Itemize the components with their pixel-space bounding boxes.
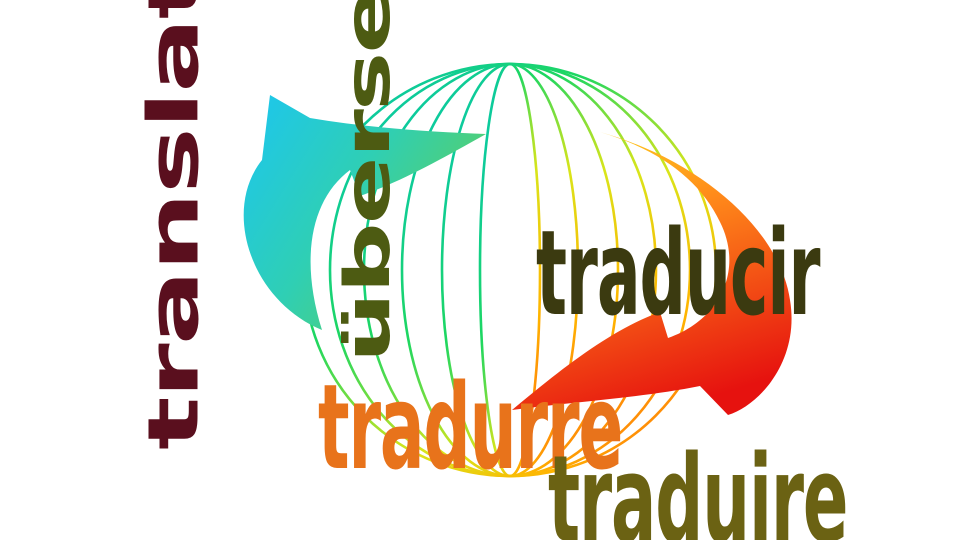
word-translate: translate [133, 0, 215, 450]
word-ubersetzen: übersetzen [331, 0, 404, 363]
word-tradurre: tradurre [318, 358, 623, 496]
right-arrow-icon [512, 132, 792, 415]
left-arrow-icon [243, 95, 486, 330]
word-traducir: traducir [536, 204, 821, 342]
word-traduire: traduire [548, 431, 848, 540]
